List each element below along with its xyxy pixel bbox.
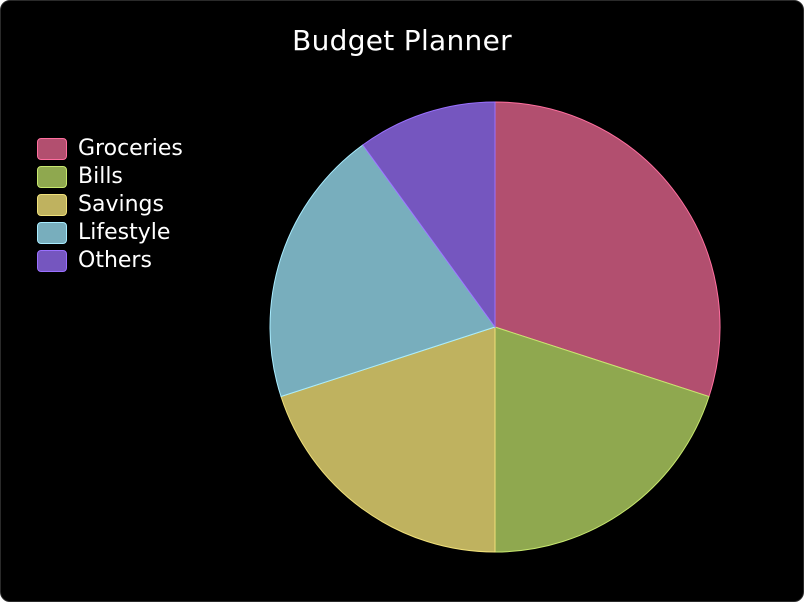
legend-item-bills[interactable]: Bills <box>37 163 183 191</box>
legend-swatch-bills <box>37 166 67 188</box>
pie-slice-bills[interactable] <box>494 326 710 553</box>
chart-title: Budget Planner <box>292 24 512 57</box>
chart-legend: Groceries Bills Savings Lifestyle Others <box>37 135 183 275</box>
legend-label-lifestyle: Lifestyle <box>78 220 171 245</box>
legend-item-groceries[interactable]: Groceries <box>37 135 183 163</box>
legend-swatch-savings <box>37 194 67 216</box>
pie-slice-lifestyle[interactable] <box>269 144 496 398</box>
legend-item-others[interactable]: Others <box>37 247 183 275</box>
pie-slice-savings[interactable] <box>280 326 496 553</box>
pie-slice-groceries[interactable] <box>494 101 721 398</box>
pie-slice-others[interactable] <box>362 101 496 329</box>
legend-swatch-others <box>37 250 67 272</box>
legend-swatch-lifestyle <box>37 222 67 244</box>
legend-label-others: Others <box>78 248 152 273</box>
legend-label-savings: Savings <box>78 192 164 217</box>
legend-item-savings[interactable]: Savings <box>37 191 183 219</box>
legend-label-groceries: Groceries <box>78 136 183 161</box>
legend-item-lifestyle[interactable]: Lifestyle <box>37 219 183 247</box>
legend-swatch-groceries <box>37 138 67 160</box>
legend-label-bills: Bills <box>78 164 123 189</box>
